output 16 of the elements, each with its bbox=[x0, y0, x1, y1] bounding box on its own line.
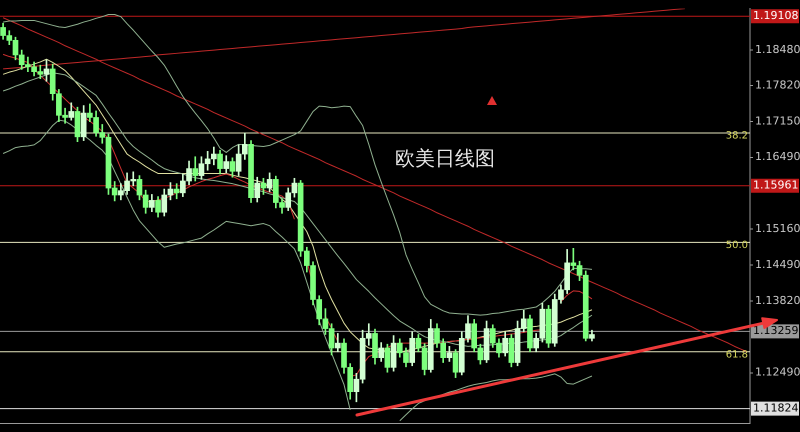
y-tick-label: 1.15160 bbox=[755, 222, 800, 235]
annotation: 38.2 bbox=[726, 130, 748, 142]
annotation: 50.0 bbox=[726, 240, 748, 251]
y-tick-label: 1.16490 bbox=[755, 150, 800, 164]
y-tick-label: 1.17820 bbox=[755, 78, 800, 92]
y-tick-label: 1.17150 bbox=[755, 114, 800, 128]
y-tick-label: 1.13820 bbox=[755, 294, 800, 307]
y-tick-label: 1.12490 bbox=[755, 366, 800, 379]
ref-line-label: 1.13259 bbox=[753, 324, 798, 338]
annotation: 61.8 bbox=[726, 349, 748, 360]
ref-line-label: 1.11824 bbox=[753, 402, 798, 414]
y-tick-label: 1.18480 bbox=[755, 42, 800, 56]
y-tick-label: 1.14490 bbox=[755, 258, 800, 271]
ref-line-label: 1.19108 bbox=[753, 9, 798, 22]
ref-line-label: 1.15961 bbox=[753, 178, 798, 192]
text: 欧美日线图 bbox=[394, 146, 495, 170]
